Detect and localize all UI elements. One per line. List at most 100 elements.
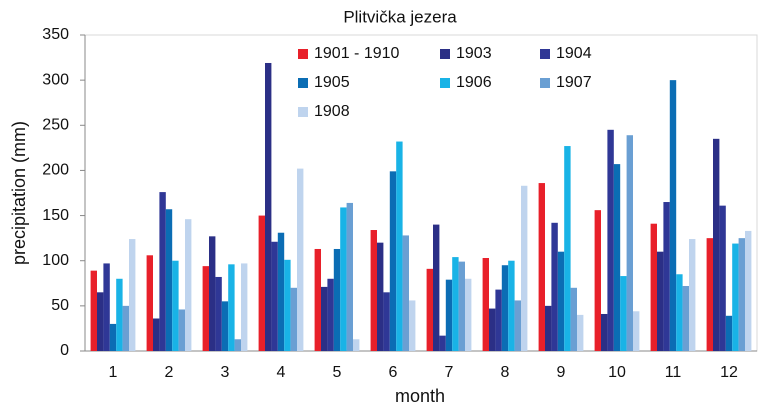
legend-label: 1901 - 1910 — [314, 45, 400, 62]
legend-swatch — [540, 49, 550, 59]
x-tick-label: 5 — [333, 364, 342, 381]
bar — [271, 241, 278, 351]
bar — [682, 285, 689, 351]
bar — [626, 135, 633, 351]
bar — [482, 258, 489, 351]
bar — [159, 192, 166, 351]
bar — [657, 251, 664, 351]
bar — [557, 251, 565, 351]
bar — [633, 311, 640, 351]
x-tick-label: 12 — [720, 364, 738, 381]
bar — [601, 313, 608, 351]
bar — [228, 264, 235, 351]
bar — [409, 300, 416, 351]
bar — [594, 210, 601, 351]
y-tick-label: 350 — [42, 26, 69, 43]
legend-label: 1906 — [456, 74, 492, 91]
bar — [445, 279, 453, 351]
bar — [745, 230, 752, 351]
x-tick-label: 2 — [165, 364, 174, 381]
bar — [570, 287, 577, 351]
bar — [458, 261, 465, 351]
bar — [234, 339, 241, 351]
bar — [439, 335, 446, 351]
bar — [97, 292, 104, 351]
bar — [90, 270, 97, 351]
y-tick-label: 50 — [51, 297, 69, 314]
legend-swatch — [298, 78, 308, 88]
legend-label: 1907 — [556, 74, 592, 91]
bar — [538, 183, 545, 351]
x-tick-label: 9 — [557, 364, 566, 381]
bar — [215, 276, 222, 351]
y-tick-label: 250 — [42, 117, 69, 134]
bar — [129, 239, 136, 351]
x-axis-label: month — [395, 386, 445, 406]
bar — [613, 164, 621, 351]
bar — [501, 265, 509, 351]
legend-label: 1905 — [314, 74, 350, 91]
bar — [402, 235, 409, 351]
y-tick-label: 200 — [42, 162, 69, 179]
y-tick-label: 150 — [42, 207, 69, 224]
bar — [122, 305, 129, 351]
bar — [241, 263, 248, 351]
chart-title: Plitvička jezera — [343, 7, 457, 26]
bar — [265, 62, 272, 351]
bar — [277, 232, 285, 351]
x-tick-label: 8 — [501, 364, 510, 381]
bar — [314, 248, 321, 351]
bar — [284, 259, 291, 351]
bar — [732, 243, 739, 351]
x-tick-label: 4 — [277, 364, 286, 381]
bar — [340, 207, 347, 351]
bar — [377, 242, 384, 351]
x-tick-label: 1 — [109, 364, 118, 381]
bar — [452, 257, 459, 351]
bar — [508, 260, 515, 351]
bar — [564, 146, 571, 351]
legend-swatch — [540, 78, 550, 88]
bar — [426, 268, 433, 351]
bar — [202, 266, 209, 351]
bar — [650, 223, 657, 351]
bar — [396, 141, 403, 351]
bar — [346, 202, 353, 351]
bar — [620, 276, 627, 351]
bar — [185, 219, 192, 351]
bar — [116, 278, 123, 351]
bar — [669, 80, 677, 352]
bar — [383, 292, 390, 351]
bar — [353, 339, 360, 351]
bar — [738, 238, 745, 351]
bar — [689, 239, 696, 351]
bar — [607, 129, 614, 351]
bar — [297, 168, 304, 351]
bar — [209, 236, 216, 351]
bar — [676, 274, 683, 351]
bar — [577, 314, 584, 351]
bar — [327, 278, 334, 351]
bar — [465, 278, 472, 351]
bar — [545, 305, 552, 351]
bar — [221, 301, 229, 351]
legend-label: 1908 — [314, 103, 350, 120]
bar — [551, 222, 558, 351]
legend-swatch — [298, 107, 308, 117]
bar — [109, 323, 117, 351]
bar — [389, 171, 397, 351]
legend-swatch — [440, 78, 450, 88]
legend-label: 1903 — [456, 45, 492, 62]
bar — [172, 260, 179, 351]
x-tick-label: 3 — [221, 364, 230, 381]
bar — [290, 287, 297, 351]
y-tick-label: 100 — [42, 252, 69, 269]
bar — [521, 185, 528, 351]
bar — [103, 263, 110, 351]
bar — [258, 215, 265, 351]
bar — [321, 286, 328, 351]
bar — [713, 138, 720, 351]
bar — [370, 230, 377, 351]
bar — [663, 202, 670, 351]
